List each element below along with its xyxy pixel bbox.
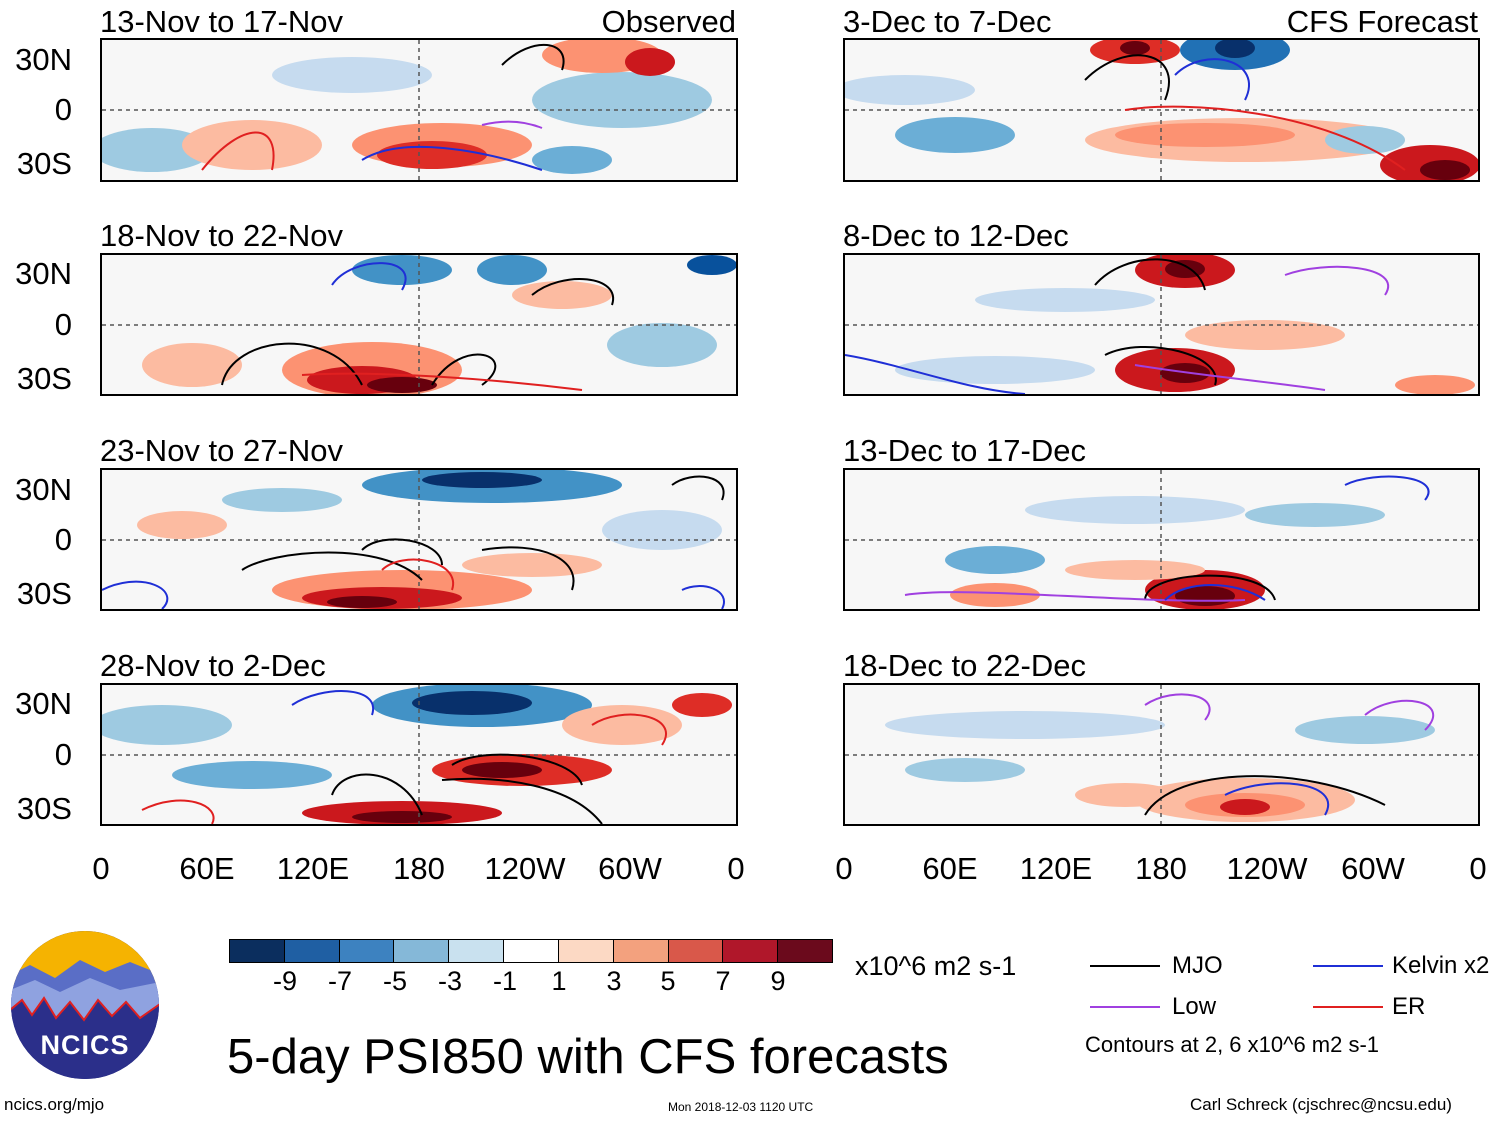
x-tick: 60E xyxy=(179,851,235,886)
forecast-label: CFS Forecast xyxy=(1286,4,1478,39)
map-panel-obs-3 xyxy=(100,468,738,611)
contours-note: Contours at 2, 6 x10^6 m2 s-1 xyxy=(1085,1032,1380,1057)
x-tick: 60E xyxy=(922,851,978,886)
x-tick: 180 xyxy=(393,851,445,886)
cbar-label: 3 xyxy=(606,966,622,996)
cbar-label: -3 xyxy=(437,966,463,996)
x-tick: 60W xyxy=(598,851,662,886)
map-panel-obs-4 xyxy=(100,683,738,826)
legend-swatch-mjo xyxy=(1090,965,1160,967)
x-tick: 180 xyxy=(1135,851,1187,886)
y-tick-eq: 0 xyxy=(54,307,72,342)
panel-title-fcst-2: 8-Dec to 12-Dec xyxy=(843,218,1069,253)
x-tick: 120W xyxy=(484,851,566,886)
cbar-label: 7 xyxy=(715,966,731,996)
map-panel-obs-2 xyxy=(100,253,738,396)
cbar-label: -1 xyxy=(492,966,518,996)
colorbar-segment xyxy=(557,940,613,962)
panel-title-obs-2: 18-Nov to 22-Nov xyxy=(100,218,343,253)
legend-label-low: Low xyxy=(1172,993,1217,1020)
panel-title-obs-4: 28-Nov to 2-Dec xyxy=(100,648,326,683)
figure-title: 5-day PSI850 with CFS forecasts xyxy=(227,1030,949,1084)
colorbar xyxy=(229,939,833,963)
colorbar-segment xyxy=(230,940,284,962)
y-tick-eq: 0 xyxy=(54,737,72,772)
x-tick: 0 xyxy=(727,851,745,886)
x-tick: 120W xyxy=(1226,851,1308,886)
credit: Carl Schreck (cjschrec@ncsu.edu) xyxy=(1190,1095,1452,1114)
cbar-label: 5 xyxy=(660,966,676,996)
colorbar-segment xyxy=(667,940,723,962)
map-panel-fcst-4 xyxy=(843,683,1480,826)
cbar-label: 9 xyxy=(770,966,786,996)
cbar-label: -7 xyxy=(327,966,353,996)
colorbar-segment xyxy=(612,940,668,962)
legend-swatch-er xyxy=(1313,1006,1383,1008)
panel-title-obs-1: 13-Nov to 17-Nov xyxy=(100,4,343,39)
map-panel-fcst-3 xyxy=(843,468,1480,611)
y-tick-eq: 0 xyxy=(54,92,72,127)
legend-swatch-kelvin xyxy=(1313,965,1383,967)
colorbar-segment xyxy=(722,940,778,962)
legend-swatch-low xyxy=(1090,1006,1160,1008)
panel-title-fcst-1: 3-Dec to 7-Dec xyxy=(843,4,1052,39)
x-tick: 0 xyxy=(92,851,110,886)
y-tick-30s: 30S xyxy=(16,791,72,826)
cbar-label: -9 xyxy=(272,966,298,996)
ncics-logo: NCICS xyxy=(10,930,160,1080)
colorbar-units: x10^6 m2 s-1 xyxy=(855,951,1017,981)
panel-title-fcst-3: 13-Dec to 17-Dec xyxy=(843,433,1086,468)
map-panel-fcst-1 xyxy=(843,38,1480,182)
timestamp: Mon 2018-12-03 1120 UTC xyxy=(668,1100,814,1114)
legend-label-mjo: MJO xyxy=(1172,952,1223,979)
x-tick: 120E xyxy=(1019,851,1093,886)
cbar-label: -5 xyxy=(382,966,408,996)
colorbar-segment xyxy=(503,940,558,962)
colorbar-segment xyxy=(393,940,449,962)
x-tick: 60W xyxy=(1341,851,1405,886)
colorbar-segment xyxy=(283,940,339,962)
y-tick-30n: 30N xyxy=(15,472,72,507)
map-panel-obs-1 xyxy=(100,38,738,182)
colorbar-segment xyxy=(777,940,832,962)
y-tick-30n: 30N xyxy=(15,686,72,721)
y-tick-30s: 30S xyxy=(16,576,72,611)
panel-title-obs-3: 23-Nov to 27-Nov xyxy=(100,433,343,468)
y-tick-30n: 30N xyxy=(15,42,72,77)
x-tick: 0 xyxy=(1469,851,1487,886)
y-tick-30s: 30S xyxy=(16,361,72,396)
panel-title-fcst-4: 18-Dec to 22-Dec xyxy=(843,648,1086,683)
y-tick-eq: 0 xyxy=(54,522,72,557)
source-url[interactable]: ncics.org/mjo xyxy=(4,1095,105,1114)
legend-label-kelvin: Kelvin x2 xyxy=(1392,952,1490,979)
y-tick-30n: 30N xyxy=(15,256,72,291)
cbar-label: 1 xyxy=(551,966,567,996)
colorbar-segment xyxy=(338,940,394,962)
map-panel-fcst-2 xyxy=(843,253,1480,396)
observed-label: Observed xyxy=(601,4,736,39)
y-tick-30s: 30S xyxy=(16,146,72,181)
logo-text: NCICS xyxy=(40,1030,130,1060)
x-tick: 120E xyxy=(276,851,350,886)
x-tick: 0 xyxy=(835,851,853,886)
colorbar-segment xyxy=(448,940,504,962)
legend-label-er: ER xyxy=(1392,993,1426,1020)
